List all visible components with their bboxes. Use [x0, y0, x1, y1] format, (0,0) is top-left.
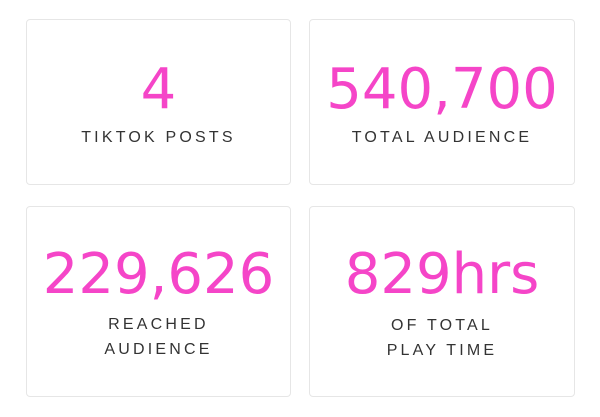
stat-label-line-1: OF TOTAL — [390, 317, 494, 334]
stat-label-line-2: AUDIENCE — [104, 341, 213, 358]
stat-label: TIKTOK POSTS — [81, 129, 236, 146]
stat-label: TOTAL AUDIENCE — [351, 129, 533, 146]
stat-value: 829hrs — [344, 242, 540, 307]
stat-card-total-audience: 540,700 TOTAL AUDIENCE — [309, 19, 575, 185]
stat-value: 540,700 — [326, 57, 558, 122]
stat-label-line-1: REACHED — [108, 316, 209, 333]
stat-value: 4 — [140, 57, 177, 122]
stat-card-play-time: 829hrs OF TOTAL PLAY TIME — [309, 206, 575, 397]
stat-value: 229,626 — [42, 242, 275, 307]
stat-card-reached-audience: 229,626 REACHED AUDIENCE — [26, 206, 291, 397]
stat-label-line-2: PLAY TIME — [386, 342, 498, 359]
stat-card-tiktok-posts: 4 TIKTOK POSTS — [26, 19, 291, 185]
